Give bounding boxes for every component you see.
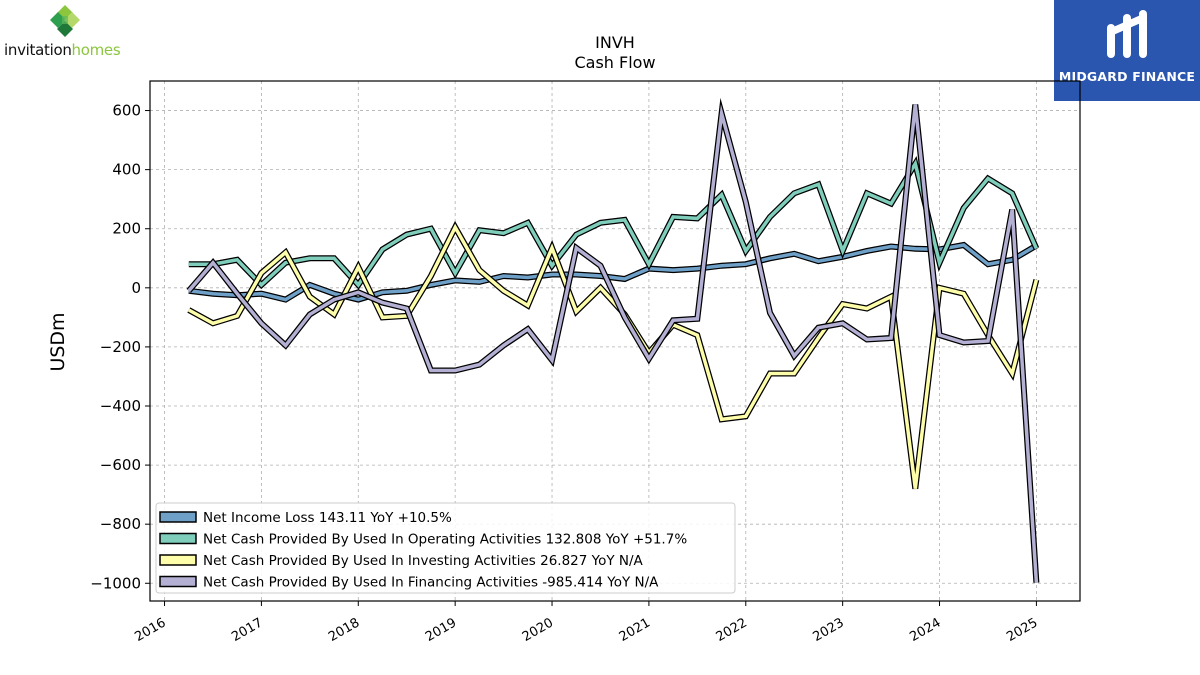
- midgard-finance-wordmark: MIDGARD FINANCE: [1058, 69, 1196, 84]
- chart-title: INVH: [595, 33, 635, 52]
- y-tick-label: −400: [100, 397, 141, 415]
- series-lines: [186, 97, 1040, 583]
- x-tick-label: 2017: [229, 615, 265, 645]
- x-tick-label: 2018: [326, 615, 362, 645]
- legend: Net Income Loss 143.11 YoY +10.5% Net Cas…: [155, 502, 736, 594]
- series-line-3: [187, 223, 1039, 489]
- x-tick-label: 2022: [714, 615, 750, 645]
- x-tick-label: 2020: [520, 615, 556, 645]
- legend-entry-4: Net Cash Provided By Used In Financing A…: [203, 575, 659, 591]
- legend-entry-1: Net Income Loss 143.11 YoY +10.5%: [203, 510, 452, 526]
- legend-box: [155, 502, 736, 594]
- legend-swatch-3: [159, 554, 197, 566]
- series-line-1: [188, 243, 1038, 302]
- x-tick-label: 2019: [423, 615, 459, 645]
- y-axis-label: USDm: [47, 312, 69, 371]
- legend-entry-3: Net Cash Provided By Used In Investing A…: [203, 553, 644, 569]
- y-tick-label: 600: [112, 102, 141, 120]
- midgard-m-icon: [1107, 10, 1147, 58]
- diamond-cluster-icon: [50, 5, 80, 37]
- series-line-4: [187, 104, 1039, 583]
- invitation-homes-logo: invitationhomes: [4, 4, 134, 62]
- y-tick-label: −800: [100, 515, 141, 533]
- y-axis-ticks: 600 400 200 0 −200 −400 −600 −800 −1000: [90, 102, 150, 592]
- legend-entry-2: Net Cash Provided By Used In Operating A…: [203, 532, 687, 548]
- y-tick-label: −200: [100, 338, 141, 356]
- x-tick-label: 2025: [1004, 615, 1040, 645]
- legend-swatch-1: [159, 511, 197, 523]
- y-tick-label: 200: [112, 220, 141, 238]
- y-tick-label: −600: [100, 456, 141, 474]
- y-tick-label: 400: [112, 161, 141, 179]
- legend-swatch-4: [159, 575, 197, 588]
- x-tick-label: 2023: [810, 615, 846, 645]
- legend-swatch-2: [159, 532, 197, 545]
- plot-frame: [149, 80, 1081, 602]
- y-tick-label: −1000: [90, 574, 141, 592]
- chart-subtitle: Cash Flow: [574, 53, 655, 72]
- x-tick-label: 2016: [132, 615, 168, 645]
- y-tick-label: 0: [131, 279, 141, 297]
- x-tick-label: 2021: [617, 615, 653, 645]
- invitation-homes-wordmark: invitationhomes: [4, 41, 121, 59]
- x-tick-label: 2024: [907, 615, 943, 645]
- series-line-2: [188, 159, 1039, 288]
- midgard-finance-logo: MIDGARD FINANCE: [1054, 0, 1200, 101]
- x-axis-ticks: 2016 2017 2018 2019 2020 2021 2022 2023 2024 2025: [132, 601, 1040, 645]
